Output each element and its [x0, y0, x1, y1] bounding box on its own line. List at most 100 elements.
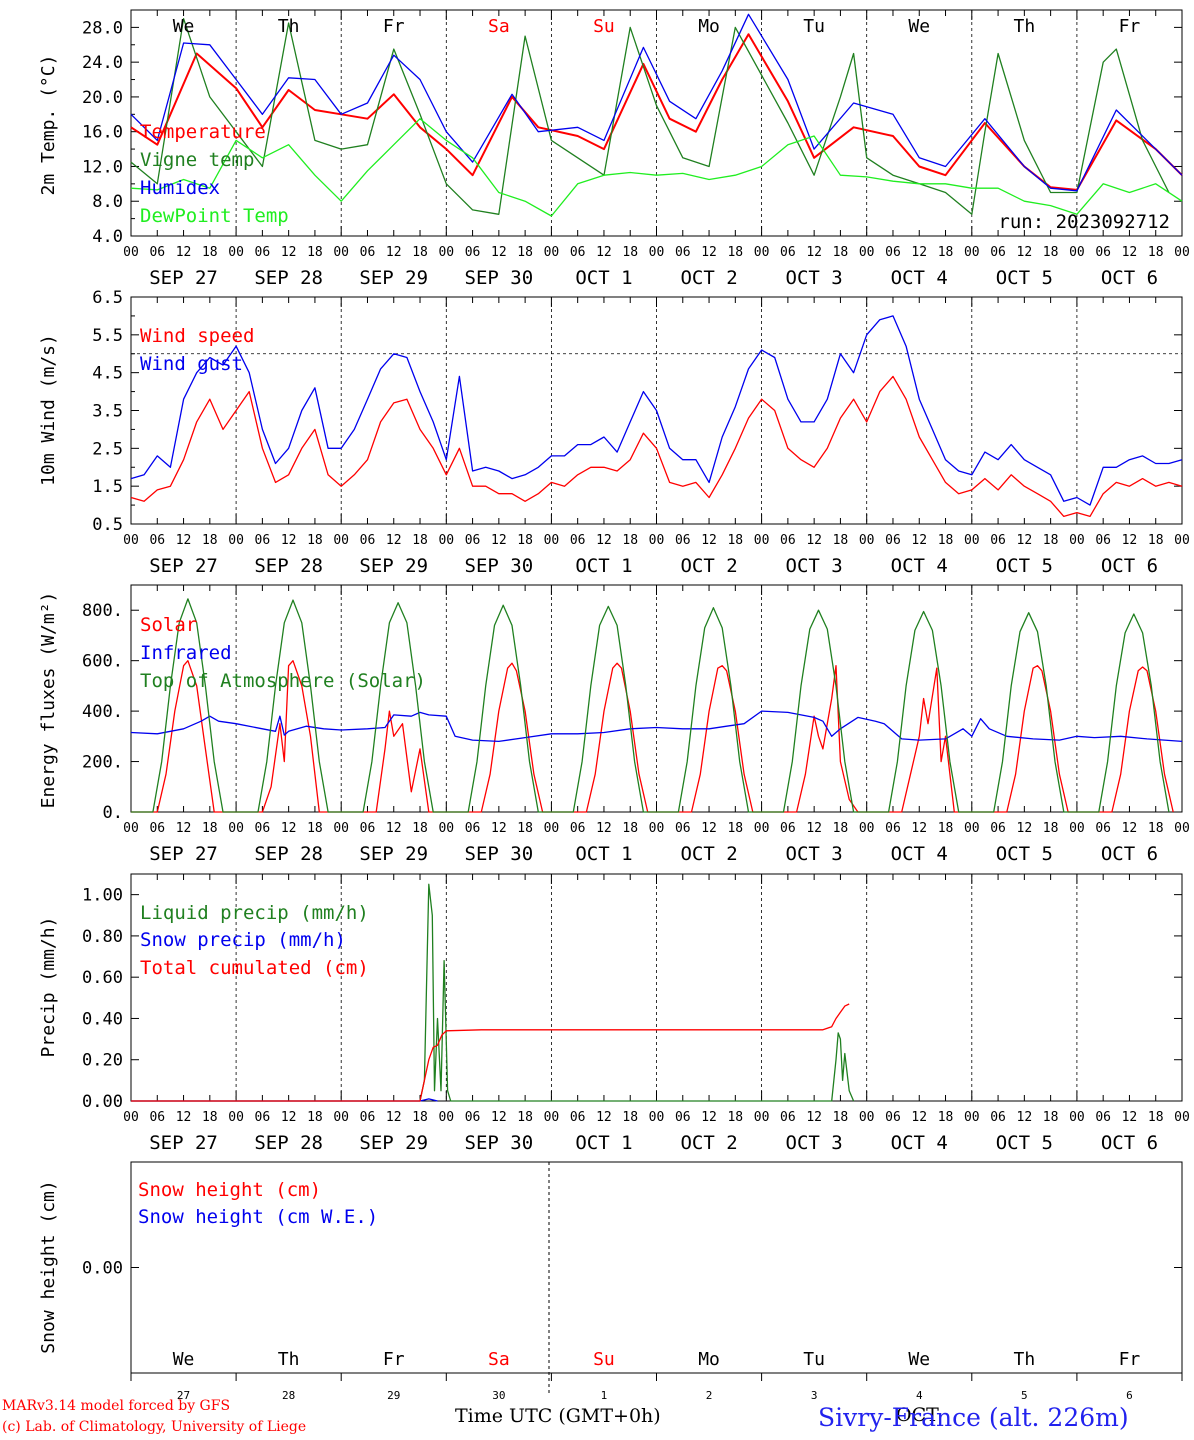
date-label: OCT 6 — [1101, 843, 1158, 865]
hour-tick-label: 12 — [491, 821, 507, 836]
location-label: Sivry-France (alt. 226m) — [818, 1403, 1129, 1432]
hour-tick-label: 18 — [727, 533, 743, 548]
hour-tick-label: 18 — [202, 533, 218, 548]
date-label: OCT 1 — [575, 267, 632, 289]
hour-tick-label: 06 — [149, 1110, 165, 1125]
hour-tick-label: 06 — [149, 821, 165, 836]
hour-tick-label: 06 — [885, 245, 901, 260]
hour-tick-label: 06 — [675, 245, 691, 260]
hour-tick-label: 00 — [964, 245, 980, 260]
date-label: OCT 6 — [1101, 555, 1158, 577]
date-label: SEP 29 — [359, 267, 428, 289]
date-label: SEP 30 — [465, 1132, 534, 1154]
hour-tick-label: 18 — [938, 245, 954, 260]
y-tick-label: 16.0 — [82, 123, 123, 143]
hour-tick-label: 06 — [465, 1110, 481, 1125]
hour-tick-label: 18 — [1043, 533, 1059, 548]
weekday-label: Su — [593, 1349, 615, 1370]
y-tick-label: 4.0 — [92, 227, 123, 247]
day-number-label: 28 — [282, 1389, 295, 1400]
hour-tick-label: 06 — [780, 821, 796, 836]
hour-tick-label: 12 — [281, 245, 297, 260]
hour-tick-label: 12 — [176, 533, 192, 548]
hour-tick-label: 12 — [1017, 821, 1033, 836]
hour-tick-label: 00 — [544, 821, 560, 836]
legend-label: Solar — [140, 614, 197, 636]
legend-label: Wind speed — [140, 325, 254, 347]
weekday-label: Th — [278, 1349, 300, 1370]
hour-tick-label: 00 — [1069, 821, 1085, 836]
hour-tick-label: 06 — [990, 1110, 1006, 1125]
legend-label: Liquid precip (mm/h) — [140, 902, 369, 924]
hour-tick-label: 12 — [281, 821, 297, 836]
hour-tick-label: 18 — [1148, 533, 1164, 548]
day-number-label: 30 — [492, 1389, 505, 1400]
hour-tick-label: 00 — [859, 533, 875, 548]
y-tick-label: 8.0 — [92, 192, 123, 212]
hour-tick-label: 12 — [806, 533, 822, 548]
hour-tick-label: 00 — [228, 533, 244, 548]
date-label: OCT 6 — [1101, 267, 1158, 289]
hour-tick-label: 00 — [228, 245, 244, 260]
y-axis-label: Precip (mm/h) — [38, 917, 59, 1058]
hour-tick-label: 18 — [517, 245, 533, 260]
date-label: OCT 5 — [996, 843, 1053, 865]
weekday-label: Mo — [698, 1349, 720, 1370]
hour-tick-label: 12 — [386, 821, 402, 836]
y-tick-label: 0.40 — [82, 1009, 123, 1029]
weekday-label: We — [173, 16, 195, 37]
hour-tick-label: 18 — [833, 245, 849, 260]
hour-tick-label: 00 — [1069, 533, 1085, 548]
day-number-label: 2 — [706, 1389, 713, 1400]
date-label: OCT 4 — [891, 843, 948, 865]
footer-model-credit: MARv3.14 model forced by GFS — [2, 1398, 231, 1414]
hour-tick-label: 18 — [622, 245, 638, 260]
date-label: OCT 4 — [891, 555, 948, 577]
hour-tick-label: 06 — [990, 533, 1006, 548]
date-label: OCT 1 — [575, 555, 632, 577]
legend-label: DewPoint Temp — [140, 205, 289, 227]
hour-tick-label: 06 — [465, 821, 481, 836]
hour-tick-label: 00 — [859, 245, 875, 260]
hour-tick-label: 00 — [333, 533, 349, 548]
date-label: SEP 27 — [149, 1132, 218, 1154]
legend-label: Snow height (cm) — [138, 1179, 321, 1201]
hour-tick-label: 00 — [964, 821, 980, 836]
date-label: OCT 3 — [786, 555, 843, 577]
hour-tick-label: 00 — [333, 1110, 349, 1125]
date-label: SEP 29 — [359, 843, 428, 865]
x-axis-label: Time UTC (GMT+0h) — [455, 1405, 661, 1427]
date-label: SEP 27 — [149, 267, 218, 289]
y-tick-label: 3.5 — [92, 402, 123, 422]
y-tick-label: 600. — [82, 652, 123, 672]
y-tick-label: 800. — [82, 601, 123, 621]
date-label: OCT 2 — [680, 555, 737, 577]
y-tick-label: 0.80 — [82, 927, 123, 947]
hour-tick-label: 12 — [701, 821, 717, 836]
date-label: SEP 30 — [465, 267, 534, 289]
hour-tick-label: 00 — [1174, 821, 1190, 836]
legend-label: Vigne temp — [140, 149, 254, 171]
y-tick-label: 4.5 — [92, 364, 123, 384]
y-axis-label: 10m Wind (m/s) — [38, 334, 59, 486]
y-tick-label: 12.0 — [82, 157, 123, 177]
hour-tick-label: 00 — [123, 1110, 139, 1125]
hour-tick-label: 18 — [833, 1110, 849, 1125]
y-axis-label: 2m Temp. (°C) — [38, 55, 59, 196]
meteogram: 00 06 12 18 00 06 12 18 00 06 12 18 00 06 12 18 00 06 12 18… — [38, 9, 1190, 1400]
hour-tick-label: 06 — [149, 245, 165, 260]
legend-label: Wind gust — [140, 353, 243, 375]
hour-tick-label: 18 — [833, 533, 849, 548]
hour-tick-label: 06 — [990, 245, 1006, 260]
weekday-label: Th — [278, 16, 300, 37]
weekday-label: Fr — [383, 1349, 405, 1370]
hour-tick-label: 12 — [1122, 533, 1138, 548]
hour-tick-label: 00 — [649, 1110, 665, 1125]
hour-tick-label: 00 — [649, 533, 665, 548]
date-label: OCT 3 — [786, 1132, 843, 1154]
series-line — [131, 598, 1170, 813]
hour-tick-label: 18 — [412, 1110, 428, 1125]
hour-tick-label: 18 — [517, 821, 533, 836]
y-tick-label: 5.5 — [92, 326, 123, 346]
hour-tick-label: 06 — [255, 1110, 271, 1125]
